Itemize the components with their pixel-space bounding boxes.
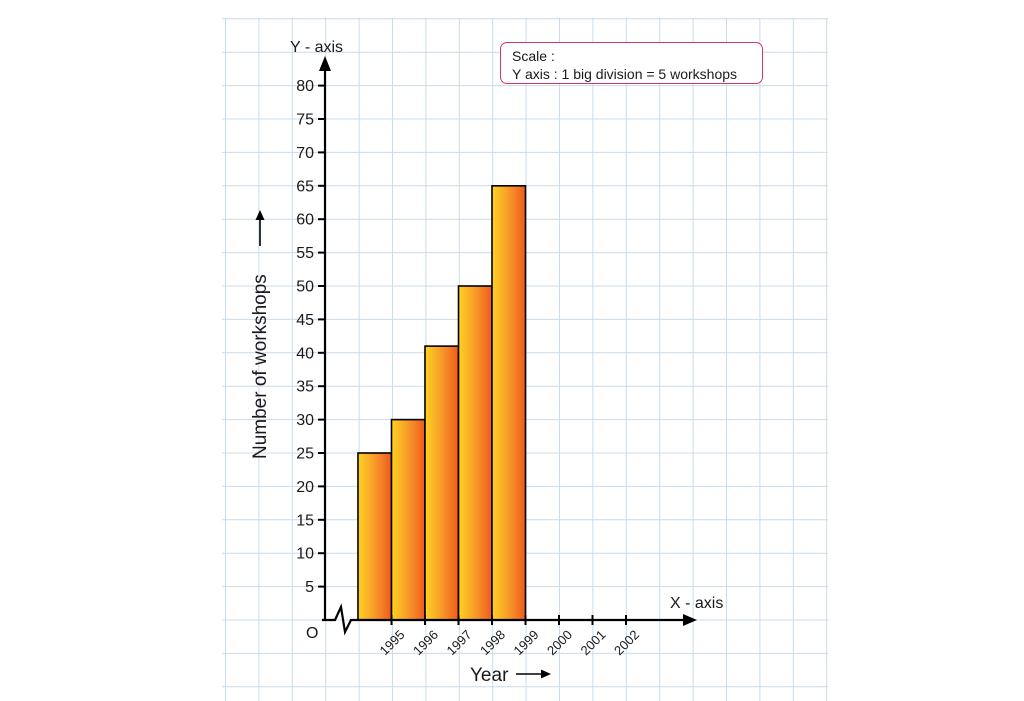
y-tick-label: 10 <box>296 546 314 563</box>
y-axis-title: Number of workshops <box>250 274 271 459</box>
y-tick-label: 5 <box>305 579 314 596</box>
x-axis-arrow <box>683 614 697 626</box>
scale-note: Scale : Y axis : 1 big division = 5 work… <box>500 42 763 84</box>
labels: Y - axis X - axis O Year Number of works… <box>250 39 723 686</box>
bar-1999 <box>491 185 527 621</box>
y-tick-label: 45 <box>296 312 314 329</box>
bar-1997 <box>424 345 460 621</box>
bar-1996 <box>390 418 426 621</box>
scale-note-title: Scale : <box>512 48 555 64</box>
y-tick-label: 65 <box>296 178 314 195</box>
y-axis-name: Y - axis <box>290 39 343 56</box>
x-axis-title: Year <box>470 665 509 686</box>
y-tick-label: 35 <box>296 379 314 396</box>
x-axis-name: X - axis <box>670 595 723 612</box>
scale-note-text: Y axis : 1 big division = 5 workshops <box>512 66 738 82</box>
y-tick-label: 30 <box>296 412 314 429</box>
y-axis-title-arrow <box>255 210 265 246</box>
y-tick-label: 70 <box>296 145 314 162</box>
bar-1998 <box>457 285 493 621</box>
y-axis-arrow <box>319 56 331 71</box>
y-tick-label: 50 <box>296 279 314 296</box>
origin-label: O <box>306 625 318 642</box>
x-axis-title-arrow <box>516 669 551 679</box>
bars <box>357 185 527 621</box>
y-tick-label: 15 <box>296 512 314 529</box>
y-tick-label: 60 <box>296 212 314 229</box>
y-tick-label: 75 <box>296 112 314 129</box>
y-tick-label: 55 <box>296 245 314 262</box>
bar-1995 <box>357 452 393 621</box>
x-axis-line <box>322 603 684 636</box>
y-tick-label: 40 <box>296 345 314 362</box>
y-tick-label: 80 <box>296 78 314 95</box>
y-tick-label: 25 <box>296 446 314 463</box>
y-tick-label: 20 <box>296 479 314 496</box>
